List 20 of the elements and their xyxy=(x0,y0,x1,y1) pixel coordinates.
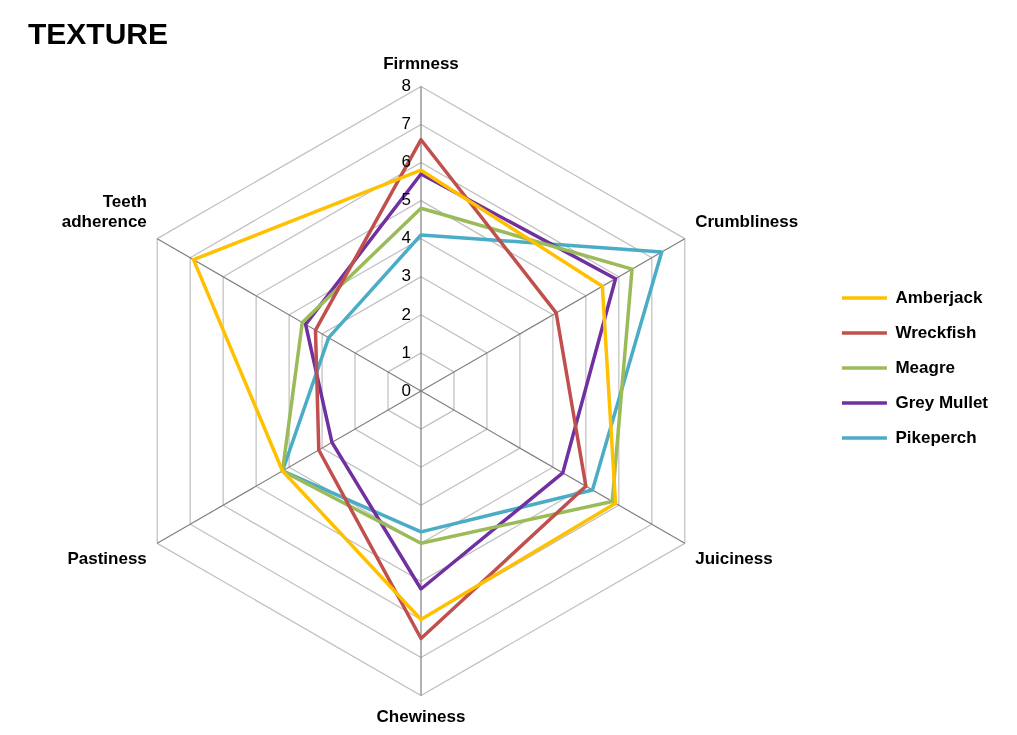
y-tick-label: 7 xyxy=(401,114,411,134)
y-tick-label: 5 xyxy=(401,190,411,210)
spoke-label: Crumbliness xyxy=(695,212,799,232)
spoke-label: Juiciness xyxy=(695,549,773,569)
spoke-label: Chewiness xyxy=(376,707,466,727)
y-tick-label: 4 xyxy=(401,228,411,248)
y-tick-label: 3 xyxy=(401,266,411,286)
y-tick-label: 8 xyxy=(401,76,411,96)
chart-title: TEXTURE xyxy=(28,17,169,51)
legend-label: Grey Mullet xyxy=(895,392,989,412)
spoke-label: Teeth adherence xyxy=(61,191,147,232)
y-tick-label: 0 xyxy=(401,380,411,400)
spoke-label: Firmness xyxy=(383,53,459,73)
legend-label: Wreckfish xyxy=(895,322,977,342)
spoke-label: Pastiness xyxy=(67,549,147,569)
y-tick-label: 2 xyxy=(401,304,411,324)
legend-label: Amberjack xyxy=(895,287,983,307)
legend-label: Meagre xyxy=(895,357,955,377)
legend-label: Pikeperch xyxy=(895,427,977,447)
y-tick-label: 1 xyxy=(401,342,411,362)
